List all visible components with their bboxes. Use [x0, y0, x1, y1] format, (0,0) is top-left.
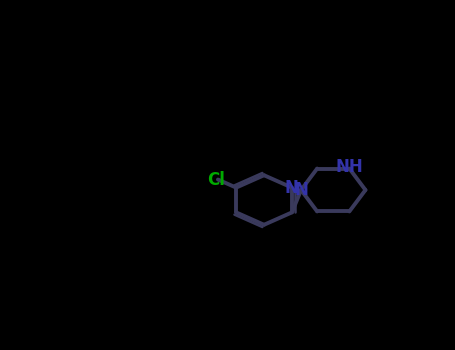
Text: N: N — [294, 181, 308, 199]
Text: N: N — [285, 178, 299, 197]
Text: Cl: Cl — [207, 170, 225, 189]
Text: NH: NH — [335, 158, 363, 176]
